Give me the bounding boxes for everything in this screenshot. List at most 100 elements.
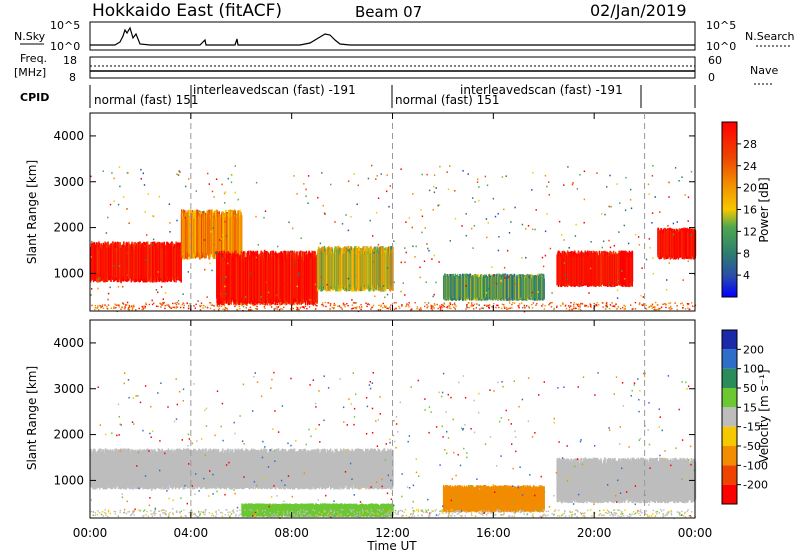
data-point xyxy=(478,304,480,306)
data-point xyxy=(338,305,341,308)
data-point xyxy=(400,168,402,170)
data-point xyxy=(269,303,271,305)
nave-label: Nave xyxy=(750,64,778,77)
data-point xyxy=(485,292,488,294)
data-point xyxy=(211,190,214,193)
data-point xyxy=(347,229,350,232)
data-point xyxy=(204,306,206,308)
data-point xyxy=(495,306,497,309)
data-point xyxy=(370,308,372,310)
data-point xyxy=(371,164,373,167)
data-point xyxy=(563,184,565,186)
data-point xyxy=(378,304,380,306)
data-point xyxy=(200,304,203,307)
data-point xyxy=(431,258,433,260)
data-point xyxy=(672,222,675,225)
data-point xyxy=(433,307,435,309)
data-point xyxy=(548,304,550,306)
data-point xyxy=(375,178,377,180)
data-point xyxy=(668,181,670,184)
data-point xyxy=(293,175,295,177)
data-point xyxy=(441,304,443,306)
data-point xyxy=(562,303,564,306)
data-point xyxy=(532,171,534,174)
data-point xyxy=(585,304,587,307)
data-point xyxy=(333,307,335,310)
data-point xyxy=(329,308,332,310)
data-point xyxy=(611,305,613,307)
data-point xyxy=(480,307,483,309)
data-cell xyxy=(180,244,182,283)
data-point xyxy=(237,198,239,201)
data-point xyxy=(91,288,93,290)
data-point xyxy=(144,245,146,247)
data-point xyxy=(467,173,469,175)
data-point xyxy=(623,224,625,227)
data-point xyxy=(680,303,682,305)
data-point xyxy=(651,212,654,214)
data-point xyxy=(102,307,105,309)
data-point xyxy=(273,303,275,305)
data-point xyxy=(531,291,534,294)
data-point xyxy=(588,292,590,294)
data-point xyxy=(144,259,147,261)
data-point xyxy=(568,305,570,307)
data-point xyxy=(117,203,120,206)
data-point xyxy=(543,308,546,310)
data-point xyxy=(471,227,473,230)
data-point xyxy=(225,293,227,295)
data-point xyxy=(348,284,351,287)
data-point xyxy=(355,274,358,277)
data-point xyxy=(542,303,544,305)
data-point xyxy=(96,307,98,309)
data-point xyxy=(260,296,262,298)
nsearch-tick-high: 10^5 xyxy=(706,19,736,32)
data-point xyxy=(478,199,480,202)
data-point xyxy=(652,272,654,275)
data-point xyxy=(388,205,390,208)
data-point xyxy=(143,184,146,186)
data-point xyxy=(593,302,595,305)
data-point xyxy=(298,302,300,304)
data-point xyxy=(645,258,648,261)
data-point xyxy=(145,303,147,306)
data-point xyxy=(451,303,454,306)
data-point xyxy=(465,285,467,287)
data-point xyxy=(668,196,670,198)
data-point xyxy=(652,306,655,308)
data-point xyxy=(549,247,552,250)
data-point xyxy=(625,176,627,179)
data-point xyxy=(175,306,177,308)
power-colorbar-tick: 12 xyxy=(743,225,757,238)
data-point xyxy=(237,303,239,305)
data-point xyxy=(322,204,324,207)
data-point xyxy=(579,306,581,308)
data-point xyxy=(119,185,121,188)
data-point xyxy=(632,308,634,310)
data-point xyxy=(195,190,197,192)
data-point xyxy=(465,213,467,215)
data-point xyxy=(374,295,376,298)
data-point xyxy=(430,308,432,310)
data-point xyxy=(414,302,416,304)
data-point xyxy=(668,307,670,309)
data-point xyxy=(366,303,369,305)
data-point xyxy=(242,305,245,308)
data-point xyxy=(187,271,189,273)
data-point xyxy=(295,302,297,304)
data-point xyxy=(663,303,666,305)
data-point xyxy=(312,303,315,305)
data-point xyxy=(415,245,417,248)
data-point xyxy=(110,307,112,309)
data-point xyxy=(589,303,591,305)
data-point xyxy=(575,223,577,226)
data-point xyxy=(288,302,290,305)
data-point xyxy=(619,307,622,310)
data-point xyxy=(564,305,567,307)
data-point xyxy=(120,281,122,284)
data-point xyxy=(690,170,693,173)
data-point xyxy=(222,308,224,310)
data-point xyxy=(471,302,473,304)
data-point xyxy=(507,307,509,310)
data-point xyxy=(264,304,266,306)
